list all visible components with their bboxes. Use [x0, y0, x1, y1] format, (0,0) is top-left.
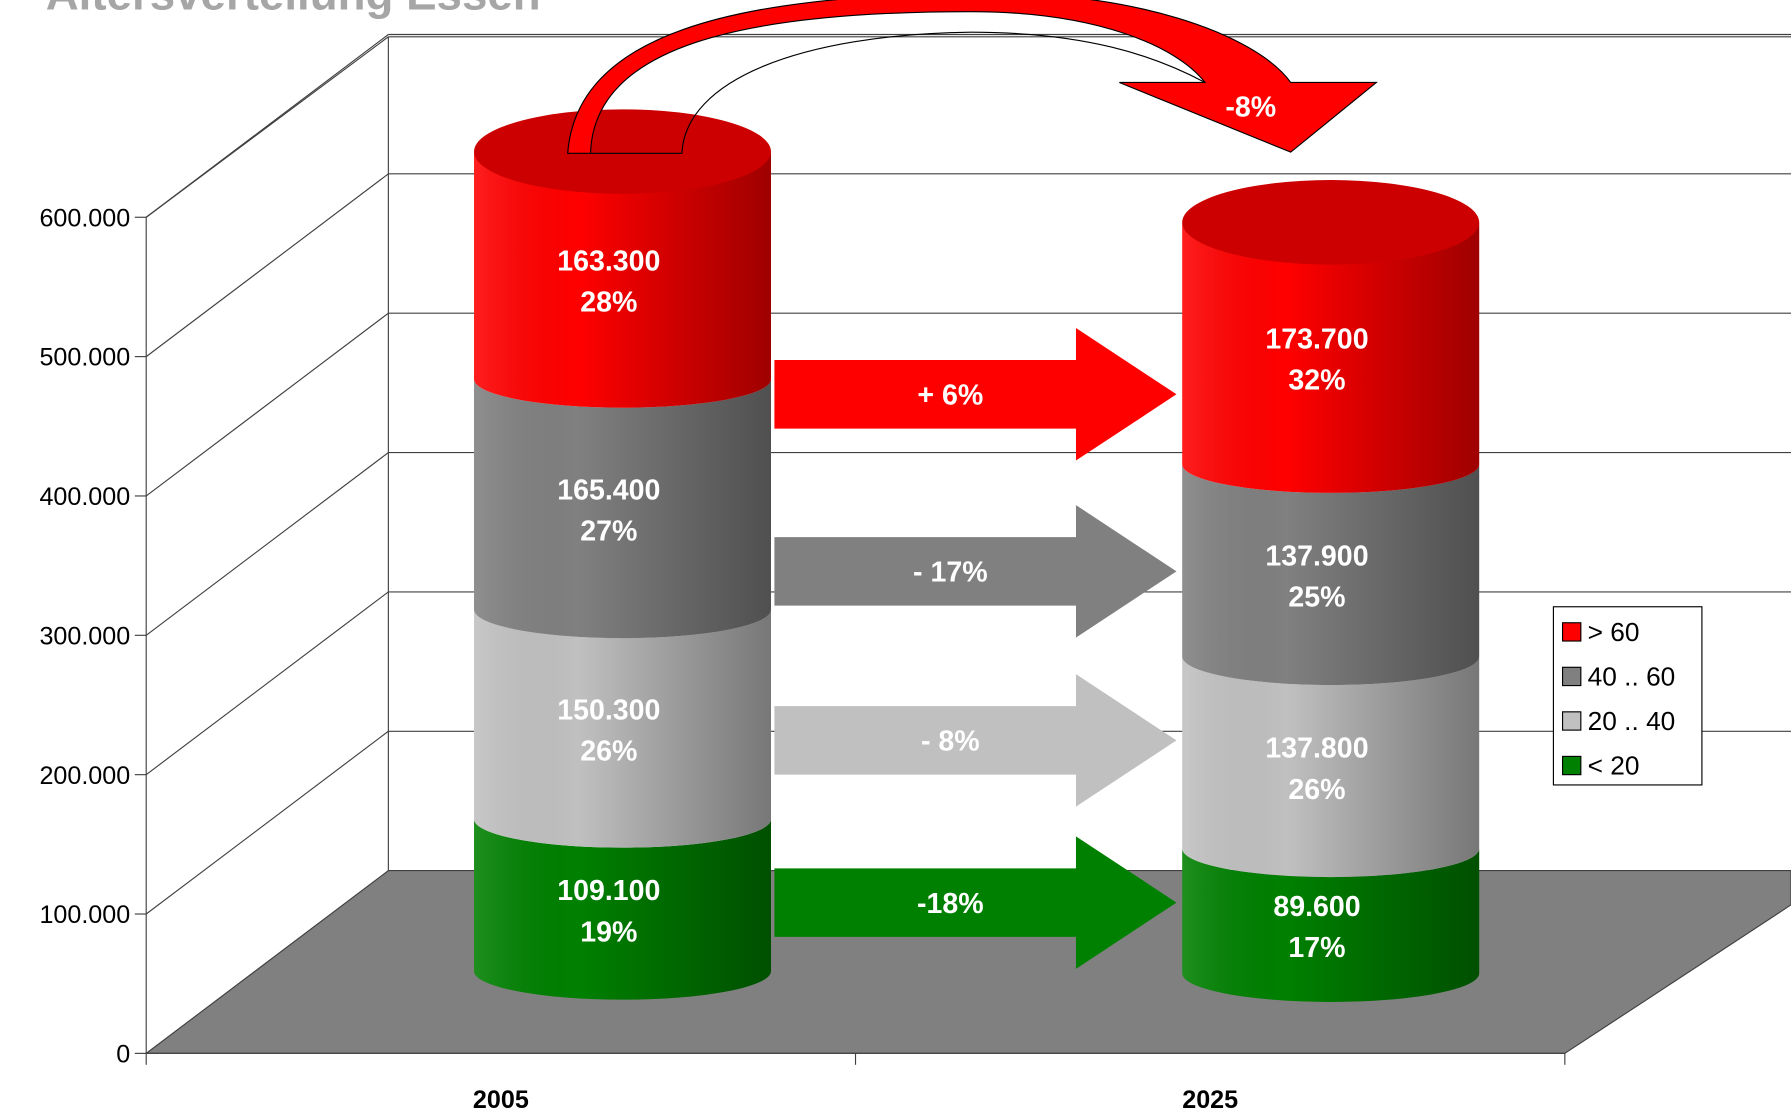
data-label: 150.300 — [557, 695, 660, 727]
grid-line — [145, 312, 389, 497]
data-label: 89.600 — [1273, 891, 1360, 923]
cylinder-shade — [1182, 656, 1480, 878]
share-label: 25% — [1288, 582, 1345, 614]
change-arrow — [774, 505, 1177, 638]
share-label: 26% — [580, 736, 637, 768]
legend-label: 40 .. 60 — [1588, 662, 1676, 692]
y-tick-label: 400.000 — [39, 483, 130, 511]
y-tick-label: 600.000 — [39, 204, 130, 232]
cylinder-top — [474, 109, 771, 194]
total-change-arrow — [567, 0, 1378, 154]
grid-line — [145, 452, 389, 636]
grid-line — [145, 591, 389, 776]
change-label: - 8% — [921, 726, 980, 758]
share-label: 27% — [580, 516, 637, 548]
change-label: -18% — [917, 888, 984, 920]
change-arrow — [774, 328, 1177, 461]
data-label: 165.400 — [557, 475, 660, 507]
cylinder-shade — [474, 819, 771, 1000]
total-change-arrow-inner — [590, 31, 1206, 154]
cylinder-shade — [1182, 222, 1480, 493]
x-tick-label: 2025 — [1182, 1086, 1238, 1113]
cylinder-shade — [474, 379, 771, 639]
grid-line — [145, 173, 389, 358]
data-label: 137.800 — [1265, 733, 1368, 765]
legend-label: < 20 — [1588, 751, 1640, 781]
change-arrow — [774, 836, 1177, 969]
total-change-label: -8% — [1225, 92, 1276, 124]
share-label: 28% — [580, 287, 637, 319]
data-label: 173.700 — [1265, 323, 1368, 355]
y-tick-label: 200.000 — [39, 762, 130, 790]
y-tick-label: 0 — [116, 1041, 130, 1069]
grid-line — [145, 730, 389, 915]
legend-label: 20 .. 40 — [1588, 706, 1676, 736]
cylinder-top — [1182, 180, 1480, 265]
change-label: - 17% — [913, 557, 988, 589]
share-label: 19% — [580, 916, 637, 948]
legend-swatch — [1561, 711, 1582, 731]
data-label: 137.900 — [1265, 541, 1368, 573]
legend-swatch — [1561, 622, 1582, 642]
y-tick-label: 500.000 — [39, 344, 130, 372]
legend-label: > 60 — [1588, 617, 1640, 647]
cylinder-shade — [474, 609, 771, 848]
cylinder-shade — [1182, 848, 1480, 1002]
legend-swatch — [1561, 755, 1582, 776]
grid-line — [145, 34, 389, 218]
change-label: + 6% — [917, 380, 983, 412]
share-label: 17% — [1288, 932, 1345, 964]
cylinder-shade — [1182, 464, 1480, 686]
legend-swatch — [1561, 666, 1582, 687]
change-arrow — [774, 674, 1177, 807]
share-label: 26% — [1288, 774, 1345, 806]
y-tick-label: 100.000 — [39, 901, 130, 929]
share-label: 32% — [1288, 365, 1345, 397]
x-tick-label: 2005 — [473, 1086, 529, 1113]
cylinder-shade — [474, 151, 771, 408]
y-tick-label: 300.000 — [39, 622, 130, 650]
chart-title: Altersverteilung Essen — [46, 0, 541, 19]
data-label: 163.300 — [557, 246, 660, 278]
data-label: 109.100 — [557, 875, 660, 907]
